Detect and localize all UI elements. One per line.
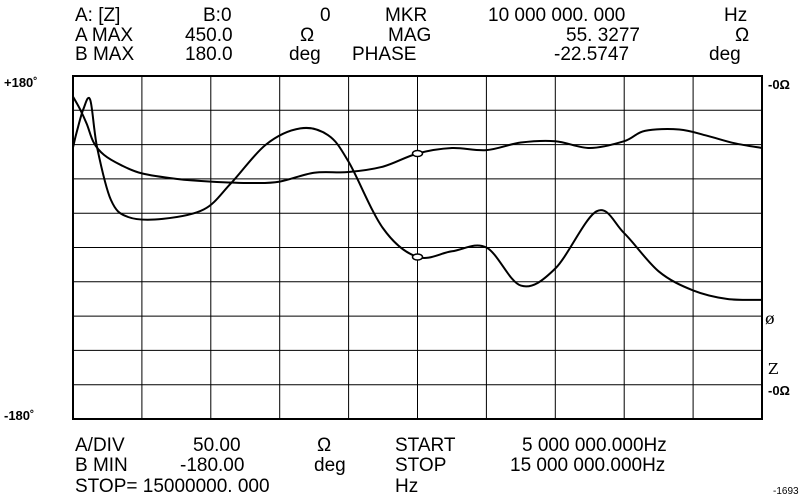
mag-value: 55. 3277	[566, 25, 640, 46]
z-trace-line	[72, 96, 763, 185]
trace-b-format: B:0	[203, 5, 232, 26]
plot-frame	[72, 75, 763, 420]
marker-frequency-unit: Hz	[724, 5, 748, 26]
phase-marker	[411, 253, 424, 261]
b-min-value: -180.00	[180, 455, 245, 476]
mag-unit: Ω	[735, 25, 750, 46]
b-min-label: B MIN	[75, 455, 128, 476]
stop-entry: STOP= 15000000. 000	[75, 476, 270, 497]
marker-frequency: 10 000 000. 000	[488, 5, 626, 26]
z-bottom-scale: -0Ω	[768, 383, 790, 398]
phase-trace-label: ø	[765, 309, 775, 328]
trace-b-value: 0	[320, 5, 331, 26]
b-max-unit: deg	[289, 44, 321, 65]
start-frequency: 5 000 000.000Hz	[522, 435, 667, 456]
z-trace-label: Z	[768, 360, 779, 378]
phase-bottom-scale: -180˚	[4, 408, 35, 423]
z-top-scale: -0Ω	[768, 77, 790, 92]
a-max-unit: Ω	[300, 25, 315, 46]
phase-unit: deg	[709, 44, 741, 65]
phase-value: -22.5747	[554, 44, 630, 65]
mag-label: MAG	[388, 25, 432, 46]
marker-label: MKR	[385, 5, 428, 26]
b-max-value: 180.0	[185, 44, 233, 65]
phase-trace-line	[72, 96, 763, 301]
a-div-value: 50.00	[193, 435, 241, 456]
a-max-value: 450.0	[185, 25, 233, 46]
trace-a-format: A: [Z]	[75, 5, 121, 26]
a-max-label: A MAX	[75, 25, 134, 46]
a-div-unit: Ω	[317, 435, 332, 456]
b-max-label: B MAX	[75, 44, 135, 65]
figure-id: -1693	[773, 486, 799, 497]
stop-entry-unit: Hz	[395, 476, 419, 497]
stop-frequency: 15 000 000.000Hz	[510, 455, 666, 476]
start-label: START	[395, 435, 456, 456]
b-min-unit: deg	[314, 455, 346, 476]
plot-grid	[73, 76, 762, 419]
phase-top-scale: +180˚	[4, 75, 38, 90]
stop-label: STOP	[395, 455, 447, 476]
phase-label: PHASE	[352, 44, 417, 65]
a-div-label: A/DIV	[75, 435, 125, 456]
z-marker	[411, 149, 424, 158]
